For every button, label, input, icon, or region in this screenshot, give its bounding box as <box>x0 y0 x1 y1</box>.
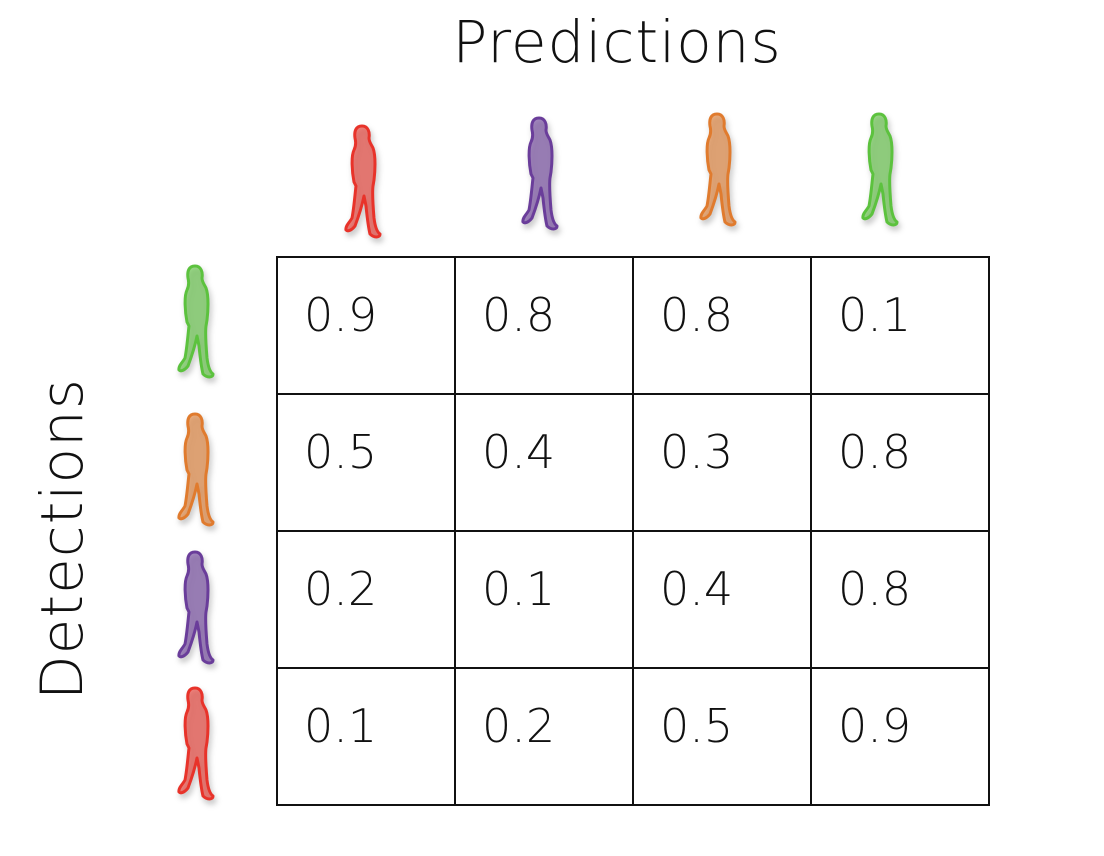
person-green-icon <box>174 262 218 382</box>
matrix-cell: 0.2 <box>456 669 634 806</box>
person-orange-icon <box>696 110 740 230</box>
person-red-icon <box>174 684 218 804</box>
matrix-cell: 0.4 <box>456 395 634 532</box>
matrix-cell: 0.3 <box>634 395 812 532</box>
matrix-cell: 0.8 <box>634 258 812 395</box>
person-green-icon <box>858 110 902 230</box>
matrix-cell: 0.8 <box>812 532 990 669</box>
person-purple-icon <box>174 548 218 668</box>
matrix-cell: 0.8 <box>456 258 634 395</box>
matrix-cell: 0.1 <box>278 669 456 806</box>
matrix-cell: 0.5 <box>634 669 812 806</box>
person-red-icon <box>341 122 385 242</box>
matrix-cell: 0.1 <box>456 532 634 669</box>
matrix-cell: 0.5 <box>278 395 456 532</box>
score-matrix: 0.9 0.8 0.8 0.1 0.5 0.4 0.3 0.8 0.2 0.1 0.4 0.8 0.1 0… <box>276 256 990 806</box>
person-orange-icon <box>174 410 218 530</box>
matrix-cell: 0.8 <box>812 395 990 532</box>
matrix-cell: 0.9 <box>812 669 990 806</box>
matrix-cell: 0.4 <box>634 532 812 669</box>
matrix-cell: 0.2 <box>278 532 456 669</box>
person-purple-icon <box>518 114 562 234</box>
predictions-title: Predictions <box>452 8 782 76</box>
matrix-cell: 0.1 <box>812 258 990 395</box>
detections-title: Detections <box>28 378 96 700</box>
matrix-cell: 0.9 <box>278 258 456 395</box>
